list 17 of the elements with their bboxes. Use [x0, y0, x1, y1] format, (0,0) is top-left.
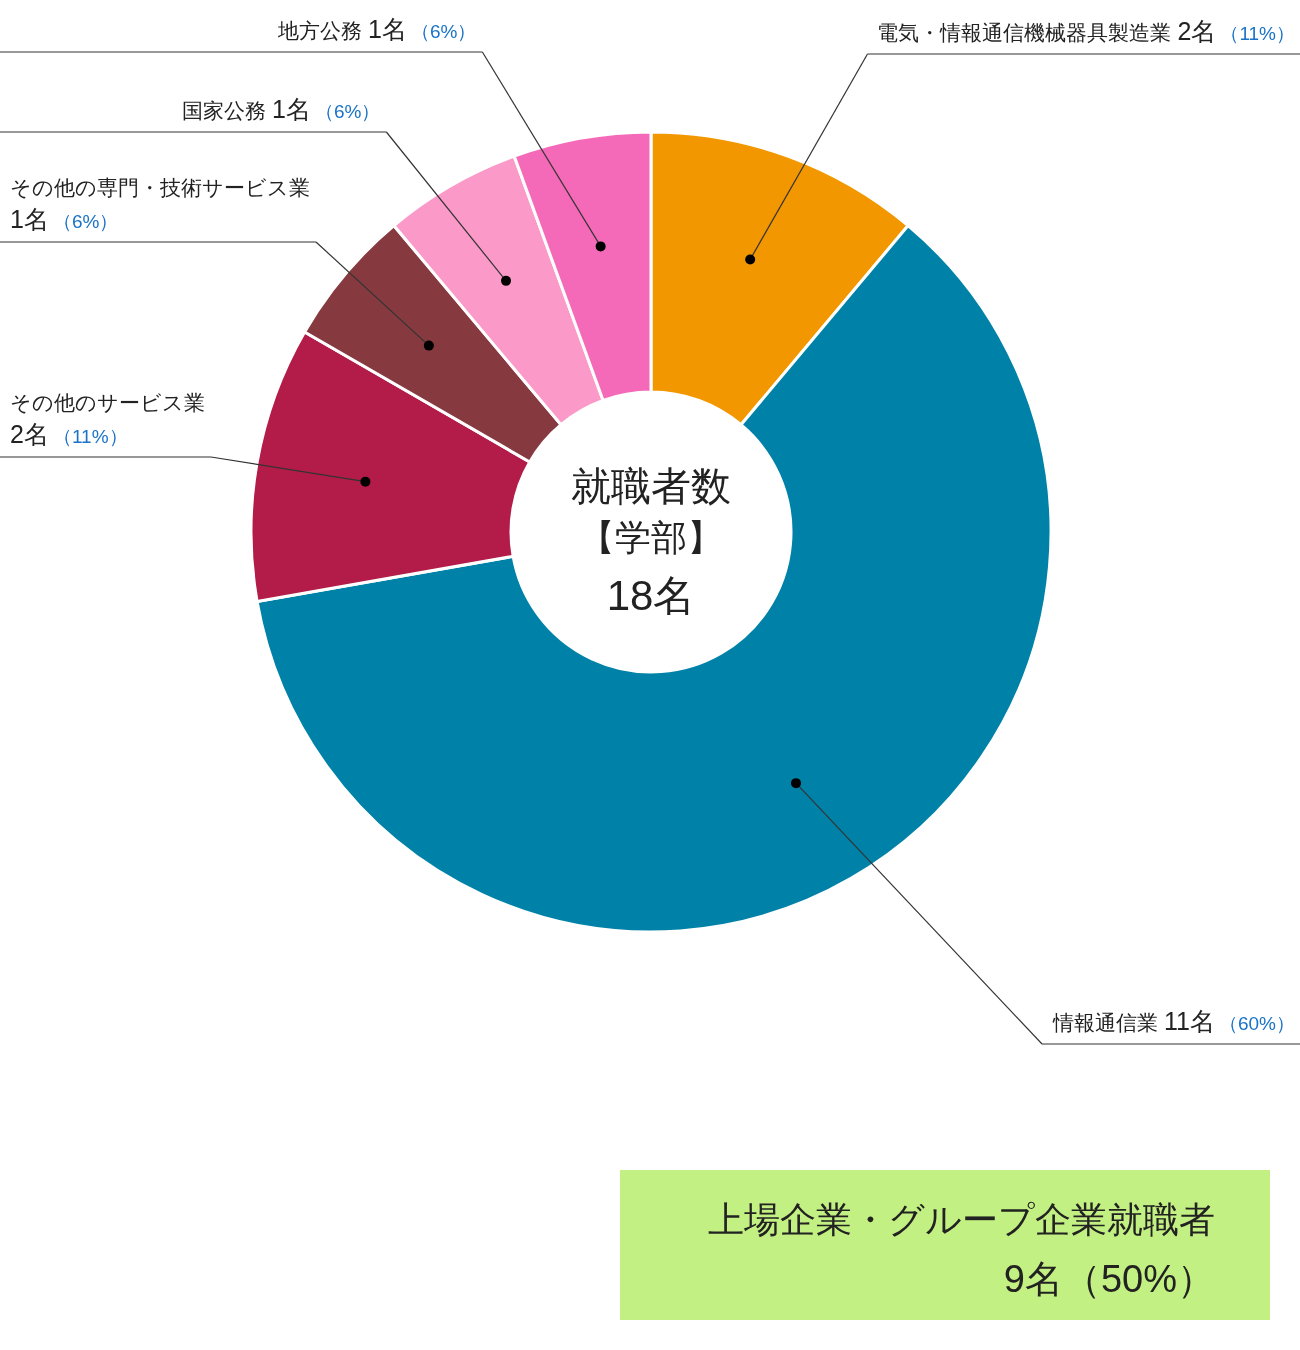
text: 【学部】: [579, 517, 723, 558]
data-label: 2名（11%）: [10, 420, 128, 448]
slice-label: その他のサービス業: [10, 391, 205, 414]
slice-label: 情報通信業: [1052, 1011, 1159, 1034]
text: 9名（50%）: [1003, 1258, 1215, 1300]
data-label: 1名（6%）: [10, 205, 119, 233]
data-label: 2名（11%）: [1177, 17, 1295, 45]
data-label: 1名（6%）: [368, 15, 477, 43]
slice-label: 地方公務: [277, 19, 362, 42]
text: 18名: [606, 572, 696, 619]
data-label: 11名（60%）: [1164, 1007, 1295, 1035]
data-label: 1名（6%）: [272, 95, 381, 123]
text: 就職者数: [571, 464, 731, 508]
text: 上場企業・グループ企業就職者: [708, 1199, 1215, 1240]
slice-label: 国家公務: [182, 99, 266, 122]
slice-label: 電気・情報通信機械器具製造業: [877, 21, 1172, 44]
slice-label: その他の専門・技術サービス業: [10, 176, 310, 199]
